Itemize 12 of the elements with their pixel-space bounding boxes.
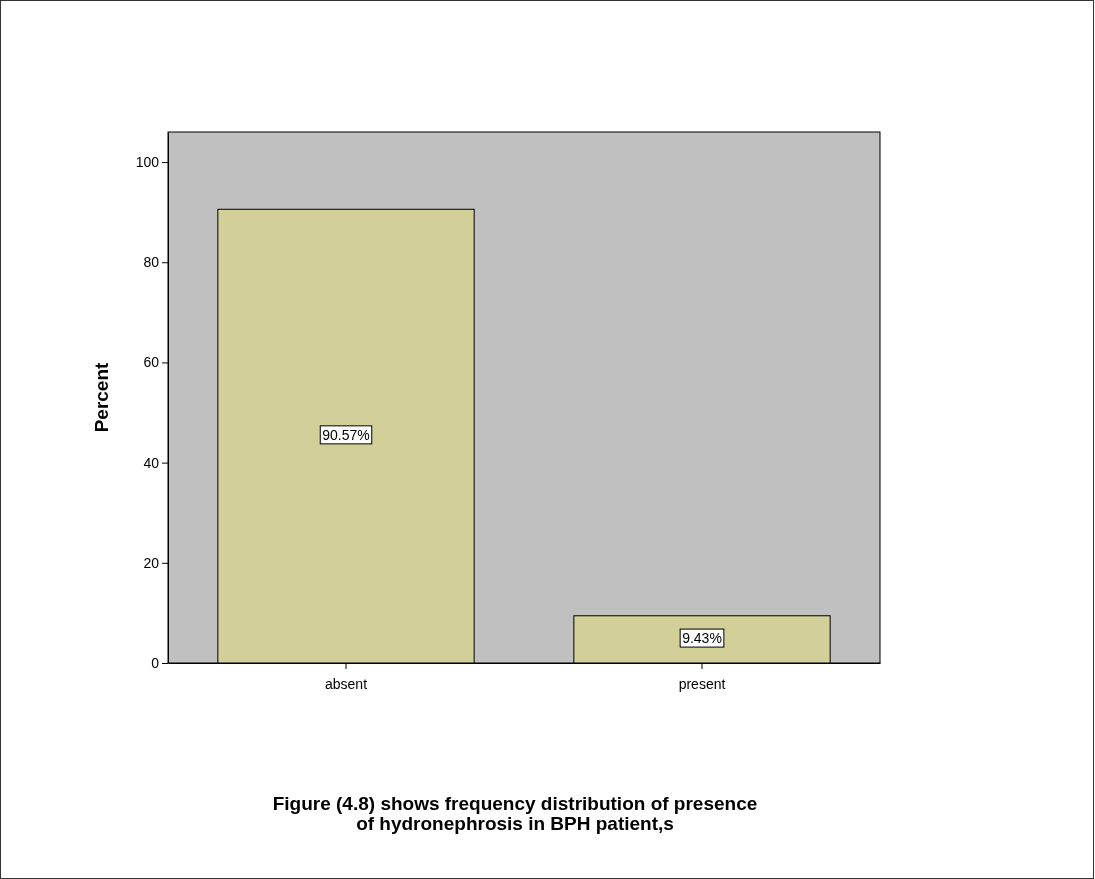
- y-tick-label: 100: [135, 154, 160, 171]
- y-tick-label: 20: [143, 554, 160, 571]
- data-label: 90.57%: [322, 426, 370, 443]
- y-tick-label: 40: [143, 454, 160, 471]
- text: Figure (4.8) shows frequency distribution of presence of hydronephrosis in BPH patient,s: [272, 793, 758, 834]
- y-axis-title: Percent: [91, 361, 112, 433]
- y-tick-label: 80: [143, 254, 160, 271]
- data-label: 9.43%: [682, 630, 722, 647]
- y-tick-label: 0: [151, 654, 160, 671]
- x-tick-label: absent: [324, 675, 368, 692]
- x-tick-label: present: [678, 675, 726, 692]
- y-tick-label: 60: [143, 354, 160, 371]
